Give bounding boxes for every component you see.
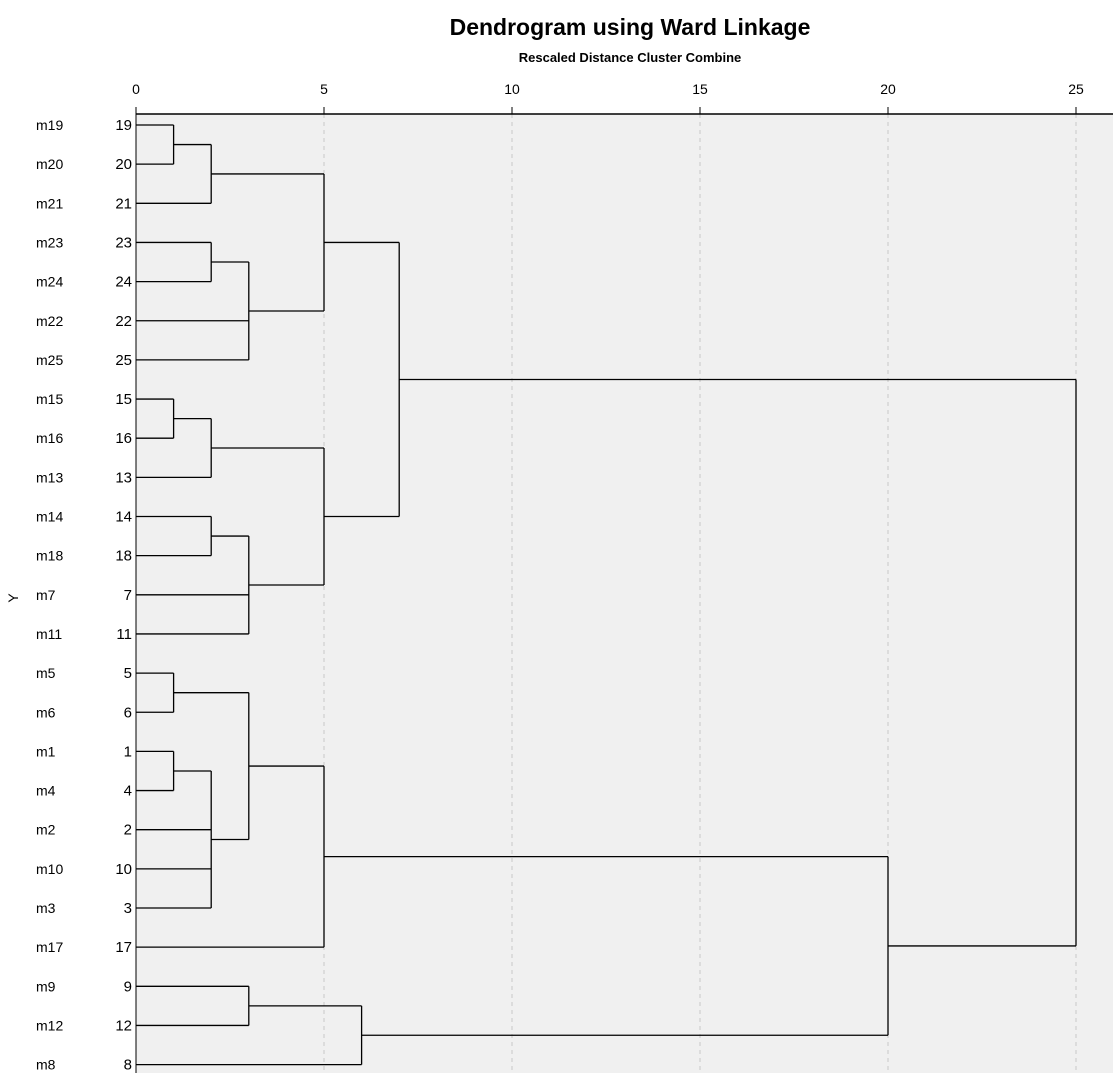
leaf-label: m12 [36,1017,63,1033]
leaf-case-number: 14 [115,509,132,526]
leaf-case-number: 18 [115,548,132,565]
leaf-case-number: 3 [124,900,132,917]
leaf-case-number: 12 [115,1017,132,1034]
leaf-case-number: 13 [115,469,132,486]
leaf-label: m8 [36,1057,56,1073]
y-axis-label: Y [5,593,21,603]
leaf-case-number: 10 [115,861,132,878]
leaf-label: m14 [36,509,63,525]
leaf-label: m19 [36,117,63,133]
leaf-case-number: 20 [115,156,132,173]
leaf-label: m2 [36,822,56,838]
leaf-label: m17 [36,939,63,955]
x-tick-label: 15 [692,81,708,97]
leaf-label: m3 [36,900,56,916]
leaf-label: m25 [36,352,63,368]
plot-area [136,114,1113,1073]
leaf-case-number: 5 [124,665,132,682]
leaf-label: m10 [36,861,63,877]
leaf-case-number: 21 [115,195,132,212]
leaf-case-number: 9 [124,978,132,995]
leaf-label: m22 [36,313,63,329]
leaf-case-number: 11 [116,626,132,643]
leaf-case-number: 8 [124,1057,132,1073]
leaf-case-number: 4 [124,783,132,800]
leaf-label: m21 [36,195,63,211]
leaf-case-number: 2 [124,822,132,839]
leaf-label: m7 [36,587,56,603]
leaf-label: m18 [36,548,63,564]
x-tick-label: 20 [880,81,896,97]
leaf-case-number: 25 [115,352,132,369]
leaf-label: m6 [36,704,56,720]
leaf-label: m1 [36,743,56,759]
x-tick-label: 0 [132,81,140,97]
leaf-label: m24 [36,274,63,290]
leaf-label: m11 [36,626,62,642]
leaf-case-number: 7 [124,587,132,604]
leaf-case-number: 16 [115,430,132,447]
leaf-label: m5 [36,665,56,681]
leaf-label: m20 [36,156,63,172]
chart-subtitle: Rescaled Distance Cluster Combine [518,50,742,65]
leaf-case-number: 19 [115,117,132,134]
leaf-case-number: 15 [115,391,132,408]
leaf-label: m15 [36,391,63,407]
leaf-case-number: 23 [115,234,132,251]
x-tick-label: 5 [320,81,328,97]
leaf-label: m16 [36,430,63,446]
leaf-case-number: 24 [115,274,132,291]
leaf-label: m9 [36,978,56,994]
leaf-label: m4 [36,783,56,799]
x-tick-label: 10 [504,81,520,97]
leaf-case-number: 17 [115,939,132,956]
x-tick-label: 25 [1068,81,1084,97]
x-axis: 0 5 10 15 20 25 [132,81,1113,1073]
leaf-case-number: 22 [115,313,132,330]
leaf-case-number: 1 [124,743,132,760]
leaf-case-number: 6 [124,704,132,721]
chart-title: Dendrogram using Ward Linkage [449,14,811,40]
dendrogram-links [136,124,1077,1066]
leaf-label: m13 [36,469,63,485]
leaf-label: m23 [36,234,63,250]
